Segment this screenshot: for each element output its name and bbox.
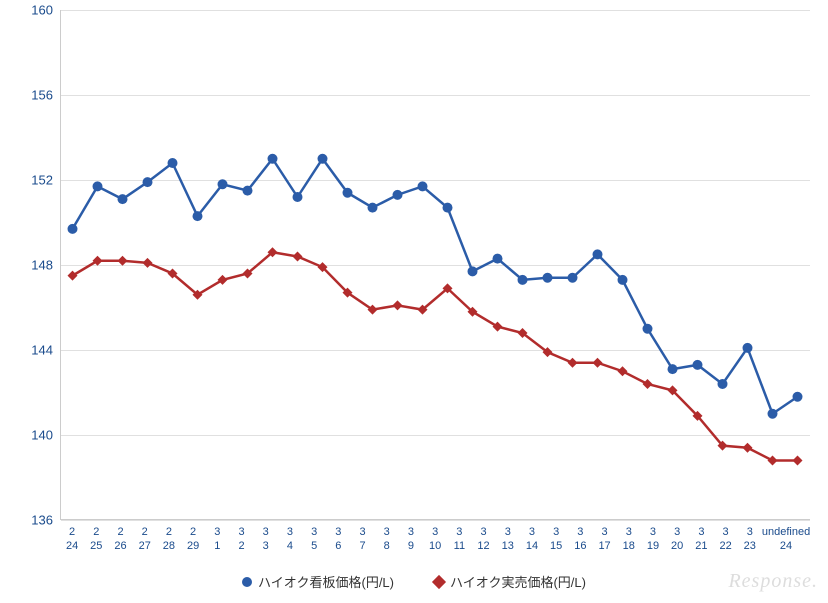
x-tick-label: 38 [375,525,399,554]
x-tick-label: 226 [108,525,132,554]
x-tick-label: 315 [544,525,568,554]
legend-label: ハイオク看板価格(円/L) [258,572,394,591]
series-marker [493,254,503,264]
series-marker [293,192,303,202]
x-tick-label: 321 [689,525,713,554]
series-marker [618,275,628,285]
x-tick-label: 228 [157,525,181,554]
x-tick-label: 310 [423,525,447,554]
series-marker [393,300,403,310]
x-tick-label: 225 [84,525,108,554]
x-tick-label: 33 [254,525,278,554]
series-marker [443,203,453,213]
series-marker [668,364,678,374]
series-marker [118,256,128,266]
legend-marker-icon [432,574,446,588]
x-tick-label: 320 [665,525,689,554]
series-line [73,252,798,460]
x-tick-label: 227 [133,525,157,554]
series-marker [768,456,778,466]
series-marker [318,154,328,164]
x-tick-label: 316 [568,525,592,554]
x-tick-label: 312 [471,525,495,554]
x-tick-label: undefined24 [762,525,810,554]
series-marker [593,358,603,368]
x-tick-label: 31 [205,525,229,554]
series-marker [343,188,353,198]
series-marker [743,343,753,353]
series-marker [143,177,153,187]
y-tick-label: 152 [31,173,53,188]
series-marker [643,379,653,389]
series-marker [568,358,578,368]
y-tick-label: 160 [31,3,53,18]
x-tick-label: 32 [229,525,253,554]
series-marker [168,158,178,168]
x-tick-label: 317 [592,525,616,554]
legend-item: ハイオク実売価格(円/L) [434,572,586,591]
series-marker [218,179,228,189]
series-marker [693,360,703,370]
series-marker [643,324,653,334]
series-line [73,159,798,414]
series-marker [193,211,203,221]
series-marker [393,190,403,200]
y-tick-label: 144 [31,343,53,358]
gridline [61,520,810,521]
x-tick-label: 319 [641,525,665,554]
series-marker [593,249,603,259]
series-marker [743,443,753,453]
x-tick-label: 314 [520,525,544,554]
chart-svg [60,10,810,520]
series-marker [93,181,103,191]
series-marker [718,379,728,389]
x-tick-label: 313 [496,525,520,554]
series-marker [768,409,778,419]
series-marker [143,258,153,268]
x-tick-label: 311 [447,525,471,554]
series-marker [68,224,78,234]
x-tick-label: 37 [350,525,374,554]
x-tick-label: 224 [60,525,84,554]
series-marker [368,203,378,213]
series-marker [793,456,803,466]
x-tick-label: 322 [713,525,737,554]
y-tick-label: 148 [31,258,53,273]
series-marker [268,154,278,164]
series-marker [518,275,528,285]
watermark: Response. [728,570,818,593]
x-tick-label: 34 [278,525,302,554]
y-tick-label: 156 [31,88,53,103]
legend-item: ハイオク看板価格(円/L) [242,572,394,591]
x-tick-label: 36 [326,525,350,554]
x-tick-label: 229 [181,525,205,554]
legend-label: ハイオク実売価格(円/L) [450,572,586,591]
y-tick-label: 140 [31,428,53,443]
series-marker [418,181,428,191]
series-marker [568,273,578,283]
x-tick-label: 318 [617,525,641,554]
series-marker [468,266,478,276]
y-tick-label: 136 [31,513,53,528]
series-marker [618,366,628,376]
legend-marker-icon [242,577,252,587]
x-axis-labels: 2242252262272282293132333435363738393103… [60,525,810,554]
x-tick-label: 323 [738,525,762,554]
x-tick-label: 39 [399,525,423,554]
chart-container: 136 140 144 148 152 156 160 224225226227228229… [0,0,828,603]
series-marker [543,273,553,283]
series-marker [793,392,803,402]
series-marker [243,186,253,196]
series-marker [118,194,128,204]
legend: ハイオク看板価格(円/L) ハイオク実売価格(円/L) [0,572,828,591]
series-marker [293,252,303,262]
x-tick-label: 35 [302,525,326,554]
